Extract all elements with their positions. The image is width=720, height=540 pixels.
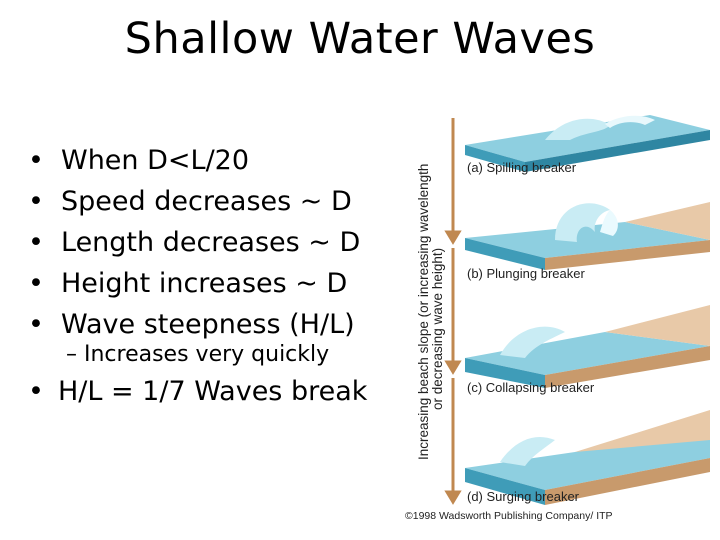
water-surface — [465, 222, 710, 258]
water-front — [525, 130, 710, 172]
arrow-head — [444, 490, 462, 505]
water-side — [465, 468, 545, 505]
panel-surging: (d) Surging breaker — [465, 410, 710, 505]
wave-crest — [545, 118, 610, 140]
bullet-text: When D<L/20 — [61, 145, 250, 176]
water-side — [465, 238, 545, 270]
sand-top — [605, 305, 710, 346]
bullet-dot: • — [28, 309, 44, 340]
sand-side — [545, 240, 710, 270]
bullet-dot: • — [28, 186, 44, 217]
bullet-dot: • — [28, 145, 44, 176]
foam — [605, 115, 655, 128]
panel-label: (d) Surging breaker — [467, 489, 580, 504]
panel-label: (b) Plunging breaker — [467, 266, 585, 281]
foam — [600, 210, 618, 236]
water-surface — [465, 332, 710, 375]
water-surface — [465, 115, 710, 162]
bullet-item: • Length decreases ~ D — [22, 222, 360, 263]
sub-bullet: – Increases very quickly — [66, 342, 330, 367]
bullet-text: H/L = 1/7 Waves break — [57, 376, 368, 407]
bullet-text: Wave steepness (H/L) — [61, 309, 355, 340]
bullet-item: • When D<L/20 — [22, 140, 360, 181]
bullet-text: Speed decreases ~ D — [61, 186, 352, 217]
sand-top — [625, 202, 710, 240]
bullet-dot: • — [28, 227, 44, 258]
bullet-item: • Wave steepness (H/L) — [22, 304, 360, 345]
bullet-item: • Height increases ~ D — [22, 263, 360, 304]
water-side — [465, 358, 545, 388]
panel-plunging: (b) Plunging breaker — [465, 202, 710, 281]
sand-side — [545, 458, 710, 505]
sand-side — [545, 346, 710, 388]
wave-crest — [500, 326, 565, 358]
breaker-types-figure: Increasing beach slope (or increasing wa… — [405, 110, 715, 525]
copyright-text: ©1998 Wadsworth Publishing Company/ ITP — [405, 510, 613, 522]
arrow-head — [444, 230, 462, 245]
panel-collapsing: (c) Collapsing breaker — [465, 305, 710, 395]
panel-label: (a) Spilling breaker — [467, 160, 577, 175]
bullet-list: • When D<L/20 • Speed decreases ~ D • Lengt… — [22, 140, 360, 345]
bullet-item: • Speed decreases ~ D — [22, 181, 360, 222]
wave-crest — [500, 436, 555, 466]
bullet-dot: • — [28, 268, 44, 299]
panel-spilling: (a) Spilling breaker — [465, 115, 710, 175]
water-side — [465, 145, 525, 172]
bullet-item-breaking: • H/L = 1/7 Waves break — [22, 376, 367, 407]
bullet-text: Height increases ~ D — [61, 268, 348, 299]
breaker-diagram: Increasing beach slope (or increasing wa… — [405, 115, 710, 522]
slide-title: Shallow Water Waves — [124, 14, 596, 64]
bullet-text: Length decreases ~ D — [61, 227, 361, 258]
sand-top — [575, 410, 710, 452]
arrow-head — [444, 360, 462, 375]
slope-arrow — [444, 118, 462, 505]
bullet-dot: • — [28, 376, 44, 407]
axis-label-line2: or decreasing wave height) — [430, 248, 445, 410]
panel-label: (c) Collapsing breaker — [467, 380, 595, 395]
plunging-crest — [555, 203, 610, 242]
axis-label-line1: Increasing beach slope (or increasing wa… — [416, 164, 431, 460]
